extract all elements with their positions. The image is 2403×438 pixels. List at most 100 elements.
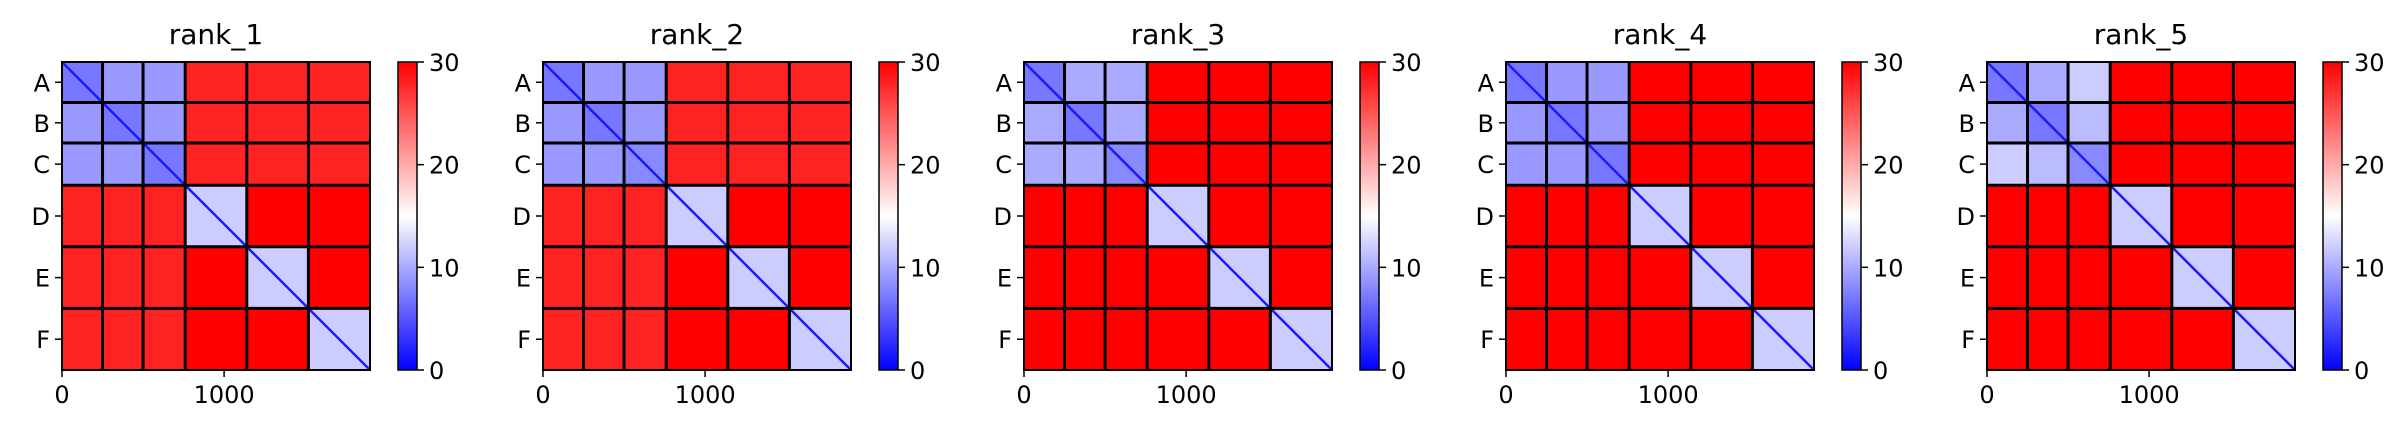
- diagonal-line-6: [1751, 307, 1815, 371]
- heatmap-cell-3-1: [1506, 143, 1547, 186]
- heatmap-cell-4-2: [1546, 185, 1588, 247]
- heatmap-cell-6-5: [1690, 308, 1753, 370]
- heatmap-cell-2-6: [2233, 102, 2295, 144]
- colorbar-tick-label: 10: [1391, 254, 1422, 282]
- heatmap-cell-2-4: [666, 102, 728, 144]
- diagonal-line-1: [1986, 61, 2029, 104]
- diagonal-line-2: [1063, 101, 1106, 144]
- heatmap-cell-6-5: [727, 308, 790, 370]
- panel-title: rank_1: [169, 18, 263, 51]
- colorbar: [397, 61, 418, 371]
- heatmap-cell-1-5: [727, 62, 790, 103]
- heatmap-cell-1-3: [2068, 62, 2111, 103]
- heatmap-cell-2-6: [308, 102, 370, 144]
- heatmap-cell-6-5: [246, 308, 309, 370]
- heatmap-cell-3-5: [1208, 143, 1271, 186]
- heatmap-cell-4-2: [102, 185, 144, 247]
- diagonal-line-5: [1689, 245, 1754, 310]
- heatmap-cell-3-2: [583, 143, 625, 186]
- heatmap-cell-5-4: [185, 246, 247, 309]
- heatmap-cell-4-3: [143, 185, 186, 247]
- diagonal-line-4: [2109, 184, 2173, 248]
- heatmap-cell-2-4: [1629, 102, 1691, 144]
- heatmap-cell-5-4: [1147, 246, 1209, 309]
- diagonal-line-5: [726, 245, 791, 310]
- heatmap-cell-4-1: [543, 185, 584, 247]
- colorbar-tick-label: 30: [429, 49, 460, 77]
- diagonal-line-1: [1023, 61, 1066, 104]
- heatmap-cell-4-5: [1690, 185, 1753, 247]
- heatmap-cell-2-1: [543, 102, 584, 144]
- x-tick-label: 0: [1979, 381, 1994, 409]
- heatmap-cell-4-5: [246, 185, 309, 247]
- heatmap-cell-4-1: [62, 185, 103, 247]
- heatmap-cell-3-2: [1064, 143, 1106, 186]
- heatmap-cell-6-4: [1147, 308, 1209, 370]
- diagonal-line-4: [1146, 184, 1210, 248]
- heatmap-cell-2-3: [2068, 102, 2111, 144]
- heatmap-cell-4-6: [1752, 185, 1814, 247]
- heatmap-cell-1-3: [1105, 62, 1148, 103]
- x-tick-label: 0: [1498, 381, 1513, 409]
- heatmap-cell-1-2: [1546, 62, 1588, 103]
- heatmap-cell-6-5: [1208, 308, 1271, 370]
- diagonal-line-4: [1628, 184, 1692, 248]
- y-tick-label: D: [1476, 203, 1494, 231]
- y-tick-label: A: [34, 69, 51, 97]
- y-tick-label: A: [515, 69, 532, 97]
- heatmap-cell-5-6: [789, 246, 851, 309]
- y-tick-label: B: [1959, 110, 1975, 138]
- heatmap-cell-3-6: [1270, 143, 1332, 186]
- heatmap-cell-3-1: [1987, 143, 2028, 186]
- colorbar-tick-label: 20: [910, 152, 941, 180]
- heatmap-cell-1-4: [1147, 62, 1209, 103]
- heatmap-cell-1-5: [1208, 62, 1271, 103]
- heatmap-cell-6-2: [583, 308, 625, 370]
- heatmap-cell-2-5: [1690, 102, 1753, 144]
- heatmap-cell-5-3: [143, 246, 186, 309]
- heatmap-cell-5-6: [2233, 246, 2295, 309]
- heatmap-cell-1-3: [624, 62, 667, 103]
- heatmap-cell-1-5: [2171, 62, 2234, 103]
- heatmap-cell-1-4: [1629, 62, 1691, 103]
- y-tick-label: A: [1959, 69, 1976, 97]
- y-tick-label: B: [1478, 110, 1494, 138]
- y-tick-label: F: [998, 326, 1012, 354]
- heatmap-cell-2-1: [1987, 102, 2028, 144]
- heatmap-cell-1-4: [185, 62, 247, 103]
- heatmap-cell-1-2: [1064, 62, 1106, 103]
- diagonal-line-1: [1505, 61, 1548, 104]
- diagonal-line-6: [1269, 307, 1333, 371]
- y-tick-label: E: [997, 265, 1012, 293]
- heatmap-cell-3-2: [102, 143, 144, 186]
- heatmap-cell-3-1: [1024, 143, 1065, 186]
- heatmap-cell-6-1: [1506, 308, 1547, 370]
- x-tick-label: 0: [1016, 381, 1031, 409]
- colorbar-tick-label: 10: [2354, 254, 2385, 282]
- heatmap-cell-4-2: [1064, 185, 1106, 247]
- heatmap-cell-6-1: [1987, 308, 2028, 370]
- heatmap-cell-2-1: [1506, 102, 1547, 144]
- x-tick-label: 1000: [1638, 381, 1699, 409]
- diagonal-line-4: [665, 184, 729, 248]
- heatmap-cell-6-2: [1064, 308, 1106, 370]
- heatmap-cell-1-3: [1587, 62, 1630, 103]
- heatmap-cell-3-5: [2171, 143, 2234, 186]
- heatmap-cell-2-6: [789, 102, 851, 144]
- diagonal-line-2: [101, 101, 144, 144]
- y-tick-label: C: [995, 151, 1012, 179]
- y-tick-label: E: [1960, 265, 1975, 293]
- heatmap-cell-5-1: [1506, 246, 1547, 309]
- y-tick-label: D: [513, 203, 531, 231]
- heatmap-cell-4-5: [727, 185, 790, 247]
- heatmap-cell-5-4: [666, 246, 728, 309]
- diagonal-line-5: [245, 245, 310, 310]
- heatmap-cell-6-2: [102, 308, 144, 370]
- heatmap-cell-4-6: [1270, 185, 1332, 247]
- heatmap-cell-5-3: [2068, 246, 2111, 309]
- heatmap-cell-6-3: [2068, 308, 2111, 370]
- panel-title: rank_4: [1613, 18, 1707, 51]
- y-tick-label: C: [33, 151, 50, 179]
